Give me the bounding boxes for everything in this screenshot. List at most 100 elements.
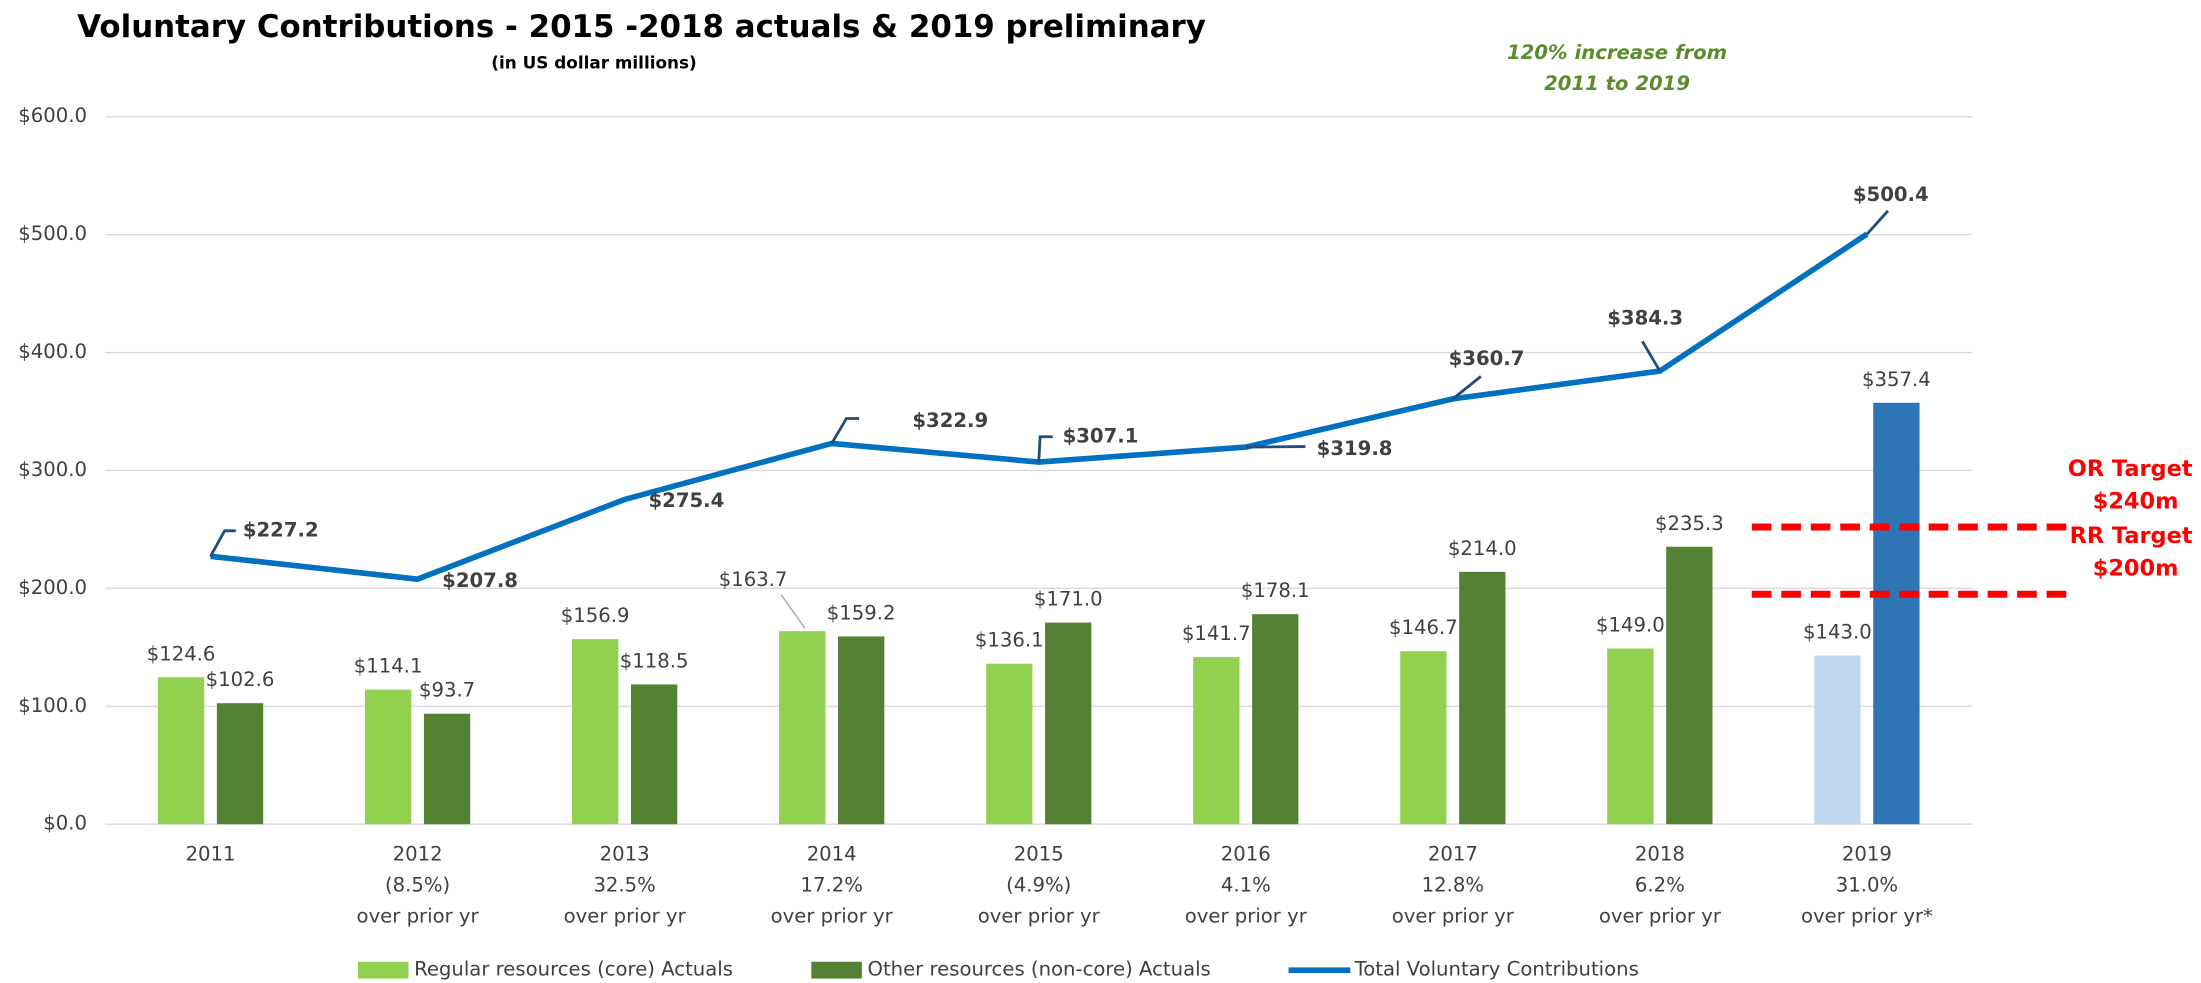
data-label: $319.8	[1317, 437, 1393, 460]
target-label: RR Target	[2070, 523, 2193, 549]
y-tick-label: $200.0	[18, 576, 87, 599]
leader-line	[830, 417, 860, 445]
data-label: $235.3	[1655, 512, 1724, 535]
y-tick-label: $400.0	[18, 340, 87, 363]
leader-line	[1865, 209, 1890, 236]
data-label: $207.8	[442, 569, 518, 592]
bar	[572, 639, 619, 825]
data-label: $124.6	[147, 642, 216, 665]
data-label: $163.7	[719, 568, 788, 591]
bar	[1607, 648, 1654, 825]
legend-label: Total Voluntary Contributions	[1354, 958, 1639, 981]
bar	[423, 713, 471, 825]
x-tick-label: 2019	[1842, 843, 1892, 866]
x-tick-label: over prior yr	[771, 904, 894, 927]
bar	[630, 684, 678, 825]
legend-swatch	[811, 961, 862, 979]
data-label: $118.5	[620, 649, 689, 672]
x-tick-label: over prior yr	[1599, 904, 1722, 927]
x-tick-label: 32.5%	[593, 873, 655, 896]
legend-label: Regular resources (core) Actuals	[414, 958, 733, 981]
y-tick-label: $600.0	[18, 104, 87, 127]
data-label: $275.4	[649, 489, 725, 512]
bar	[838, 636, 885, 825]
data-label: $143.0	[1803, 621, 1872, 644]
bar	[1873, 402, 1920, 825]
data-label: $384.3	[1607, 306, 1683, 329]
x-tick-label: over prior yr	[1185, 904, 1308, 927]
bar	[1045, 622, 1092, 825]
x-tick-label: over prior yr	[1392, 904, 1515, 927]
x-tick-label: 2015	[1014, 843, 1064, 866]
data-label: $102.6	[206, 668, 275, 691]
bar	[1666, 546, 1713, 825]
target-label: OR Target	[2068, 456, 2193, 482]
data-label: $360.7	[1449, 347, 1525, 370]
x-tick-label: 6.2%	[1635, 873, 1685, 896]
bar	[1193, 657, 1240, 825]
data-label: $141.7	[1182, 622, 1251, 645]
data-label: $149.0	[1596, 614, 1665, 637]
data-label: $146.7	[1389, 616, 1458, 639]
bar	[986, 663, 1033, 825]
bar	[157, 677, 205, 825]
x-tick-label: 2012	[393, 843, 443, 866]
x-tick-label: over prior yr	[978, 904, 1101, 927]
x-tick-label: 17.2%	[800, 873, 862, 896]
total-line	[210, 231, 1869, 582]
data-label: $214.0	[1448, 537, 1517, 560]
leader-line	[209, 529, 236, 557]
x-tick-label: over prior yr	[564, 904, 687, 927]
x-tick-label: (8.5%)	[385, 873, 450, 896]
bar	[216, 703, 264, 825]
bar	[364, 689, 412, 825]
bar	[1400, 651, 1447, 825]
x-tick-label: (4.9%)	[1006, 873, 1071, 896]
x-tick-label: 2018	[1635, 843, 1685, 866]
x-tick-label: 2011	[186, 843, 236, 866]
data-label: $114.1	[354, 655, 423, 678]
leader-line	[1245, 445, 1306, 449]
data-label: $322.9	[912, 409, 988, 432]
x-tick-label: 2017	[1428, 843, 1478, 866]
annotation: 120% increase from	[1507, 41, 1727, 64]
x-tick-label: 2014	[807, 843, 857, 866]
data-label: $178.1	[1241, 579, 1310, 602]
leader-line	[1037, 435, 1053, 463]
data-label: $93.7	[419, 679, 475, 702]
y-tick-label: $300.0	[18, 458, 87, 481]
data-label: $227.2	[243, 518, 319, 541]
data-label: $307.1	[1063, 424, 1139, 447]
leader-line	[1641, 340, 1662, 372]
x-tick-label: 2016	[1221, 843, 1271, 866]
x-tick-label: 4.1%	[1221, 873, 1271, 896]
data-label: $171.0	[1034, 588, 1103, 611]
x-tick-label: 2013	[600, 843, 650, 866]
annotation: 2011 to 2019	[1544, 72, 1690, 95]
bar	[779, 631, 826, 825]
target-label: $240m	[2093, 488, 2179, 514]
bar	[1459, 571, 1506, 825]
x-tick-label: over prior yr	[357, 904, 480, 927]
x-tick-label: 31.0%	[1836, 873, 1898, 896]
y-tick-label: $100.0	[18, 694, 87, 717]
data-label: $357.4	[1862, 368, 1931, 391]
x-tick-label: 12.8%	[1422, 873, 1484, 896]
x-tick-label: over prior yr*	[1801, 904, 1933, 927]
data-label: $156.9	[561, 604, 630, 627]
data-label: $159.2	[827, 602, 896, 625]
data-label: $136.1	[975, 629, 1044, 652]
target-label: $200m	[2093, 555, 2179, 581]
y-tick-label: $500.0	[18, 222, 87, 245]
legend-swatch	[357, 961, 409, 979]
leader-line	[1451, 375, 1482, 400]
legend-label: Other resources (non-core) Actuals	[867, 958, 1210, 981]
bar	[1814, 655, 1861, 825]
data-label: $500.4	[1853, 183, 1929, 206]
chart-title: Voluntary Contributions - 2015 -2018 act…	[77, 9, 1206, 45]
bar	[1252, 614, 1299, 825]
leader-line	[780, 594, 806, 629]
y-tick-label: $0.0	[43, 812, 87, 835]
chart-subtitle: (in US dollar millions)	[491, 52, 696, 72]
